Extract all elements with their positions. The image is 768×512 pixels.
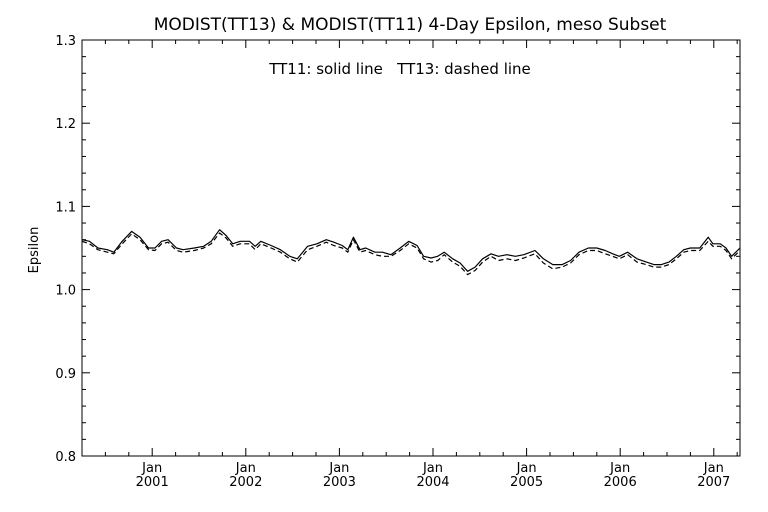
y-tick-label: 1.0 xyxy=(55,284,76,299)
series-line-tt11 xyxy=(81,229,741,272)
x-tick-year: 2002 xyxy=(229,475,262,490)
x-tick-month: Jan xyxy=(422,461,443,476)
x-tick-year: 2007 xyxy=(697,475,730,490)
x-tick-month: Jan xyxy=(235,461,256,476)
y-tick-label: 0.9 xyxy=(55,367,76,382)
series-line-tt13 xyxy=(81,232,741,276)
y-tick-label: 0.8 xyxy=(55,450,76,465)
x-tick-year: 2001 xyxy=(136,475,169,490)
x-tick-year: 2005 xyxy=(510,475,543,490)
x-tick-month: Jan xyxy=(516,461,537,476)
y-tick-label: 1.3 xyxy=(55,34,76,49)
plot-frame xyxy=(81,39,741,457)
x-tick-month: Jan xyxy=(141,461,162,476)
x-tick-year: 2006 xyxy=(604,475,637,490)
x-tick-year: 2003 xyxy=(323,475,356,490)
x-tick-month: Jan xyxy=(609,461,630,476)
y-tick-label: 1.2 xyxy=(55,117,76,132)
x-tick-month: Jan xyxy=(703,461,724,476)
chart-title: MODIST(TT13) & MODIST(TT11) 4-Day Epsilo… xyxy=(154,15,667,35)
x-tick-year: 2004 xyxy=(416,475,449,490)
axis-ticks: 0.80.91.01.11.21.3Jan2001Jan2002Jan2003J… xyxy=(55,34,740,490)
x-tick-month: Jan xyxy=(328,461,349,476)
line-style-annotation: TT11: solid line TT13: dashed line xyxy=(268,60,531,78)
y-axis-label: Epsilon xyxy=(27,227,42,274)
y-tick-label: 1.1 xyxy=(55,200,76,215)
series-lines xyxy=(81,229,741,276)
